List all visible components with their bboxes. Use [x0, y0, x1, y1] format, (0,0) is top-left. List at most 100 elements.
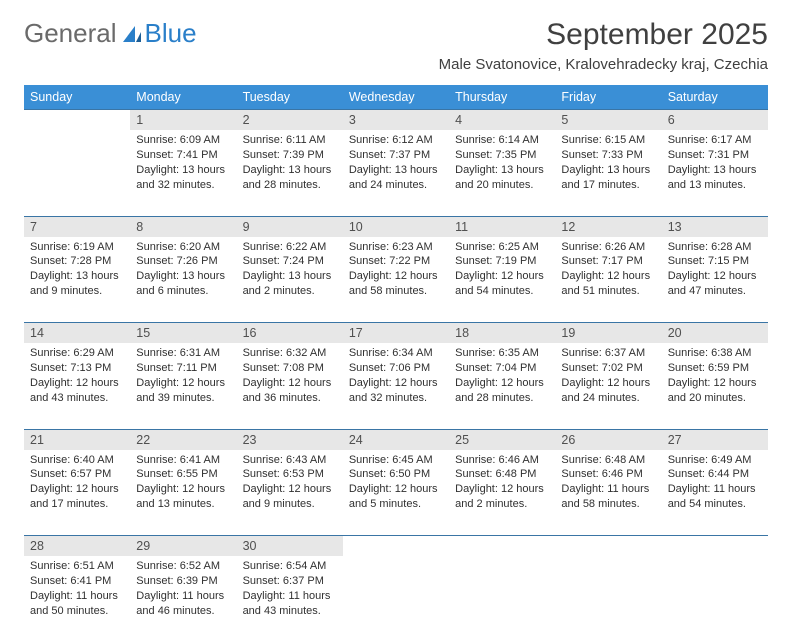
sunset-text: Sunset: 7:06 PM	[349, 361, 443, 376]
day-content-cell: Sunrise: 6:20 AMSunset: 7:26 PMDaylight:…	[130, 237, 236, 323]
daylight-text: Daylight: 11 hours and 43 minutes.	[243, 589, 337, 619]
daylight-text: Daylight: 13 hours and 28 minutes.	[243, 163, 337, 193]
sunset-text: Sunset: 6:37 PM	[243, 574, 337, 589]
day-details: Sunrise: 6:20 AMSunset: 7:26 PMDaylight:…	[130, 237, 236, 305]
day-details: Sunrise: 6:09 AMSunset: 7:41 PMDaylight:…	[130, 130, 236, 198]
title-block: September 2025 Male Svatonovice, Kralove…	[439, 18, 768, 73]
day-number-row: 123456	[24, 110, 768, 131]
sunset-text: Sunset: 7:19 PM	[455, 254, 549, 269]
sunrise-text: Sunrise: 6:26 AM	[561, 240, 655, 255]
day-details: Sunrise: 6:45 AMSunset: 6:50 PMDaylight:…	[343, 450, 449, 518]
sunset-text: Sunset: 7:13 PM	[30, 361, 124, 376]
day-content-cell: Sunrise: 6:25 AMSunset: 7:19 PMDaylight:…	[449, 237, 555, 323]
day-details: Sunrise: 6:32 AMSunset: 7:08 PMDaylight:…	[237, 343, 343, 411]
day-number-cell: 27	[662, 429, 768, 450]
logo-sail-icon	[121, 24, 143, 44]
day-details: Sunrise: 6:29 AMSunset: 7:13 PMDaylight:…	[24, 343, 130, 411]
daylight-text: Daylight: 13 hours and 13 minutes.	[668, 163, 762, 193]
daylight-text: Daylight: 12 hours and 39 minutes.	[136, 376, 230, 406]
day-number-cell: 17	[343, 323, 449, 344]
daylight-text: Daylight: 12 hours and 36 minutes.	[243, 376, 337, 406]
day-content-cell: Sunrise: 6:40 AMSunset: 6:57 PMDaylight:…	[24, 450, 130, 536]
day-content-cell: Sunrise: 6:12 AMSunset: 7:37 PMDaylight:…	[343, 130, 449, 216]
daylight-text: Daylight: 13 hours and 6 minutes.	[136, 269, 230, 299]
day-details: Sunrise: 6:52 AMSunset: 6:39 PMDaylight:…	[130, 556, 236, 624]
day-details: Sunrise: 6:23 AMSunset: 7:22 PMDaylight:…	[343, 237, 449, 305]
day-number-cell: 13	[662, 216, 768, 237]
day-number-cell: 29	[130, 536, 236, 557]
day-content-row: Sunrise: 6:51 AMSunset: 6:41 PMDaylight:…	[24, 556, 768, 642]
daylight-text: Daylight: 13 hours and 32 minutes.	[136, 163, 230, 193]
sunrise-text: Sunrise: 6:38 AM	[668, 346, 762, 361]
day-content-row: Sunrise: 6:40 AMSunset: 6:57 PM Daylight:…	[24, 450, 768, 536]
empty-day-number	[449, 536, 555, 557]
day-details: Sunrise: 6:15 AMSunset: 7:33 PMDaylight:…	[555, 130, 661, 198]
day-details: Sunrise: 6:54 AMSunset: 6:37 PMDaylight:…	[237, 556, 343, 624]
day-content-cell: Sunrise: 6:19 AMSunset: 7:28 PMDaylight:…	[24, 237, 130, 323]
sunset-text: Sunset: 6:57 PM	[30, 467, 124, 482]
sunrise-text: Sunrise: 6:35 AM	[455, 346, 549, 361]
sunset-text: Sunset: 6:59 PM	[668, 361, 762, 376]
sunrise-text: Sunrise: 6:15 AM	[561, 133, 655, 148]
empty-day-number	[555, 536, 661, 557]
day-content-cell: Sunrise: 6:34 AMSunset: 7:06 PMDaylight:…	[343, 343, 449, 429]
daylight-text: Daylight: 12 hours and 9 minutes.	[243, 482, 337, 512]
daylight-text: Daylight: 13 hours and 9 minutes.	[30, 269, 124, 299]
sunset-text: Sunset: 7:24 PM	[243, 254, 337, 269]
empty-day-number	[24, 110, 130, 131]
day-content-cell: Sunrise: 6:26 AMSunset: 7:17 PMDaylight:…	[555, 237, 661, 323]
day-number-cell: 5	[555, 110, 661, 131]
day-number-cell: 12	[555, 216, 661, 237]
daylight-text: Daylight: 13 hours and 17 minutes.	[561, 163, 655, 193]
day-number-cell: 4	[449, 110, 555, 131]
weekday-header: Friday	[555, 85, 661, 110]
day-content-row: Sunrise: 6:09 AMSunset: 7:41 PMDaylight:…	[24, 130, 768, 216]
weekday-header: Saturday	[662, 85, 768, 110]
day-number-cell: 9	[237, 216, 343, 237]
sunset-text: Sunset: 7:17 PM	[561, 254, 655, 269]
sunrise-text: Sunrise: 6:37 AM	[561, 346, 655, 361]
day-details: Sunrise: 6:46 AMSunset: 6:48 PMDaylight:…	[449, 450, 555, 518]
sunset-text: Sunset: 6:48 PM	[455, 467, 549, 482]
day-details: Sunrise: 6:12 AMSunset: 7:37 PMDaylight:…	[343, 130, 449, 198]
daylight-text: Daylight: 12 hours and 58 minutes.	[349, 269, 443, 299]
weekday-header: Thursday	[449, 85, 555, 110]
day-number-cell: 18	[449, 323, 555, 344]
day-content-cell: Sunrise: 6:22 AMSunset: 7:24 PMDaylight:…	[237, 237, 343, 323]
day-number-cell: 24	[343, 429, 449, 450]
daylight-text: Daylight: 11 hours and 54 minutes.	[668, 482, 762, 512]
sunset-text: Sunset: 7:04 PM	[455, 361, 549, 376]
sunrise-text: Sunrise: 6:25 AM	[455, 240, 549, 255]
day-number-cell: 8	[130, 216, 236, 237]
sunrise-text: Sunrise: 6:31 AM	[136, 346, 230, 361]
sunrise-text: Sunrise: 6:23 AM	[349, 240, 443, 255]
empty-day-content	[343, 556, 449, 642]
sunrise-text: Sunrise: 6:40 AM	[30, 453, 124, 468]
daylight-text: Daylight: 13 hours and 2 minutes.	[243, 269, 337, 299]
day-details: Sunrise: 6:35 AMSunset: 7:04 PMDaylight:…	[449, 343, 555, 411]
daylight-text: Daylight: 12 hours and 54 minutes.	[455, 269, 549, 299]
daylight-text: Daylight: 12 hours and 32 minutes.	[349, 376, 443, 406]
sunrise-text: Sunrise: 6:20 AM	[136, 240, 230, 255]
day-details: Sunrise: 6:41 AMSunset: 6:55 PMDaylight:…	[130, 450, 236, 518]
day-number-cell: 1	[130, 110, 236, 131]
sunrise-text: Sunrise: 6:19 AM	[30, 240, 124, 255]
daylight-text: Daylight: 11 hours and 46 minutes.	[136, 589, 230, 619]
sunset-text: Sunset: 6:50 PM	[349, 467, 443, 482]
day-number-row: 282930	[24, 536, 768, 557]
day-content-cell: Sunrise: 6:17 AMSunset: 7:31 PMDaylight:…	[662, 130, 768, 216]
page-subtitle: Male Svatonovice, Kralovehradecky kraj, …	[439, 56, 768, 73]
sunrise-text: Sunrise: 6:49 AM	[668, 453, 762, 468]
weekday-header: Sunday	[24, 85, 130, 110]
sunrise-text: Sunrise: 6:32 AM	[243, 346, 337, 361]
sunrise-text: Sunrise: 6:43 AM	[243, 453, 337, 468]
sunrise-text: Sunrise: 6:45 AM	[349, 453, 443, 468]
daylight-text: Daylight: 12 hours and 24 minutes.	[561, 376, 655, 406]
sunset-text: Sunset: 6:53 PM	[243, 467, 337, 482]
sunset-text: Sunset: 6:44 PM	[668, 467, 762, 482]
daylight-text: Daylight: 12 hours and 47 minutes.	[668, 269, 762, 299]
day-number-cell: 11	[449, 216, 555, 237]
sunrise-text: Sunrise: 6:48 AM	[561, 453, 655, 468]
day-number-row: 21222324252627	[24, 429, 768, 450]
sunrise-text: Sunrise: 6:11 AM	[243, 133, 337, 148]
